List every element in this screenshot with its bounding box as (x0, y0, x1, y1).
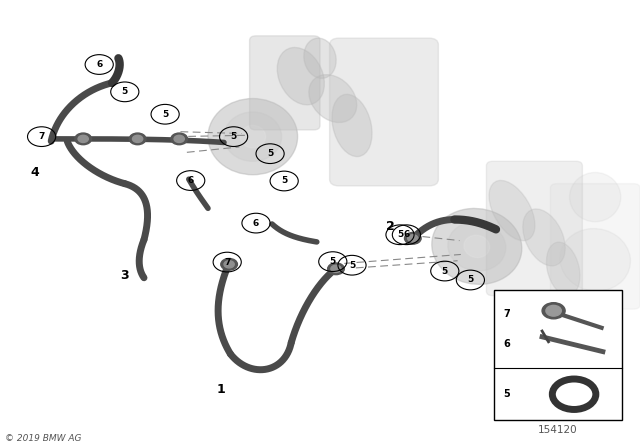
Text: 5: 5 (122, 87, 128, 96)
Ellipse shape (547, 242, 580, 296)
Text: 6: 6 (403, 230, 410, 239)
Ellipse shape (560, 228, 630, 291)
Circle shape (174, 135, 184, 142)
Text: 2: 2 (386, 220, 395, 233)
Ellipse shape (277, 47, 324, 105)
Circle shape (404, 233, 421, 244)
Ellipse shape (332, 95, 372, 156)
Text: 6: 6 (188, 176, 194, 185)
Circle shape (132, 135, 143, 142)
Circle shape (408, 235, 418, 242)
Circle shape (78, 135, 88, 142)
Text: 6: 6 (253, 219, 259, 228)
Circle shape (129, 133, 146, 145)
Text: 6: 6 (96, 60, 102, 69)
Circle shape (328, 263, 344, 275)
Circle shape (224, 261, 234, 268)
Text: 5: 5 (281, 177, 287, 185)
Text: 7: 7 (503, 309, 510, 319)
Ellipse shape (208, 99, 298, 175)
FancyBboxPatch shape (550, 184, 640, 309)
Text: 154120: 154120 (538, 425, 578, 435)
Ellipse shape (432, 208, 522, 284)
Ellipse shape (309, 75, 356, 122)
Circle shape (542, 303, 565, 319)
Ellipse shape (523, 209, 565, 266)
FancyBboxPatch shape (330, 38, 438, 186)
Text: 3: 3 (120, 269, 129, 282)
Circle shape (171, 133, 188, 145)
FancyBboxPatch shape (486, 161, 582, 296)
Text: 7: 7 (38, 132, 45, 141)
FancyBboxPatch shape (250, 36, 320, 130)
Text: 5: 5 (230, 132, 237, 141)
Text: © 2019 BMW AG: © 2019 BMW AG (5, 434, 82, 443)
Ellipse shape (489, 181, 535, 241)
Text: 5: 5 (442, 267, 448, 276)
Ellipse shape (304, 38, 336, 78)
Ellipse shape (448, 222, 506, 271)
Circle shape (331, 265, 341, 272)
Text: 5: 5 (349, 261, 355, 270)
Circle shape (75, 133, 92, 145)
Text: 6: 6 (503, 339, 510, 349)
FancyBboxPatch shape (494, 290, 622, 420)
Text: 4: 4 (31, 166, 40, 179)
Text: 5: 5 (267, 149, 273, 158)
Ellipse shape (224, 112, 282, 161)
Ellipse shape (464, 235, 490, 258)
Text: 5: 5 (162, 110, 168, 119)
Text: 1: 1 (216, 383, 225, 396)
Ellipse shape (570, 172, 621, 222)
Text: 5: 5 (397, 230, 403, 239)
Text: 5: 5 (467, 276, 474, 284)
Text: 7: 7 (224, 258, 230, 267)
Ellipse shape (240, 125, 266, 148)
Circle shape (221, 258, 237, 270)
Text: 5: 5 (503, 389, 510, 399)
Text: 5: 5 (330, 257, 336, 266)
Circle shape (546, 306, 561, 316)
